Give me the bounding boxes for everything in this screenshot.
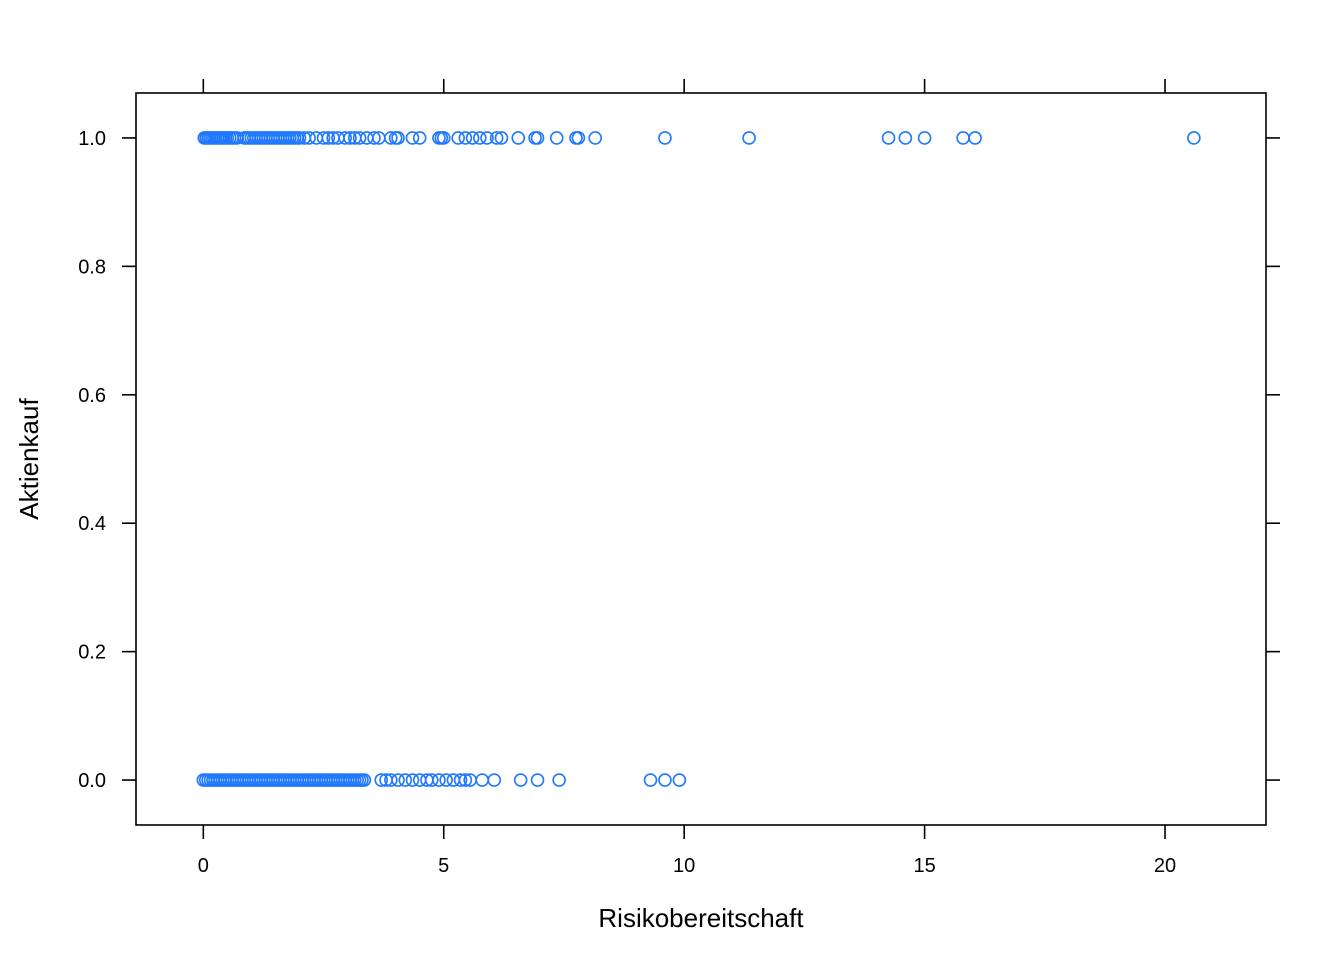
data-point xyxy=(968,131,982,145)
plot-frame xyxy=(135,92,1267,826)
data-point xyxy=(530,773,545,787)
data-point xyxy=(571,131,586,145)
data-point xyxy=(405,131,420,145)
data-point xyxy=(453,773,468,787)
data-point xyxy=(511,131,526,145)
data-point xyxy=(398,773,413,787)
data-point xyxy=(384,131,398,145)
data-point xyxy=(338,131,352,145)
data-point xyxy=(487,773,502,787)
data-point xyxy=(357,773,372,787)
data-point xyxy=(451,131,465,145)
data-point xyxy=(658,131,672,145)
data-point xyxy=(374,773,389,787)
data-point xyxy=(424,773,439,787)
data-point xyxy=(436,131,451,145)
data-point xyxy=(316,131,331,145)
y-axis-title: Aktienkauf xyxy=(14,398,44,520)
data-point xyxy=(391,131,405,145)
data-point xyxy=(588,131,603,145)
data-point xyxy=(343,131,357,145)
data-point xyxy=(367,131,381,145)
x-tick-label: 5 xyxy=(438,855,449,877)
data-point xyxy=(475,773,490,787)
x-tick-label: 10 xyxy=(673,855,695,877)
data-point xyxy=(881,131,896,145)
y-tick-label: 0.2 xyxy=(78,642,106,664)
data-point xyxy=(549,131,564,145)
data-point xyxy=(432,773,446,787)
data-point xyxy=(439,773,453,787)
data-point xyxy=(446,773,461,787)
data-point xyxy=(321,131,336,145)
data-point xyxy=(742,131,756,145)
data-point xyxy=(473,131,487,145)
data-point xyxy=(465,131,480,145)
data-point xyxy=(412,773,427,787)
data-point xyxy=(352,131,367,145)
data-point xyxy=(292,131,307,145)
data-point xyxy=(384,773,398,787)
y-tick-label: 0.0 xyxy=(78,770,106,792)
data-point xyxy=(494,131,509,145)
data-point xyxy=(405,773,420,787)
data-point xyxy=(530,131,545,145)
x-tick-label: 0 xyxy=(198,855,209,877)
x-tick-label: 15 xyxy=(913,855,935,877)
data-point xyxy=(956,131,970,145)
y-tick-label: 1.0 xyxy=(78,128,106,150)
data-point xyxy=(412,131,427,145)
y-tick-label: 0.4 xyxy=(78,513,106,535)
x-axis: 0 5 10 15 20 xyxy=(198,79,1176,877)
data-point xyxy=(513,773,528,787)
data-point xyxy=(309,131,324,145)
data-point xyxy=(489,131,504,145)
data-point xyxy=(672,773,687,787)
data-point xyxy=(917,131,932,145)
data-point xyxy=(643,773,658,787)
data-point xyxy=(1187,131,1201,145)
data-point xyxy=(480,131,494,145)
data-point xyxy=(391,773,405,787)
data-point xyxy=(458,131,473,145)
x-axis-title: Risikobereitschaft xyxy=(598,903,804,933)
data-point xyxy=(360,131,374,145)
y-tick-label: 0.6 xyxy=(78,385,106,407)
y-axis: 0.0 0.2 0.4 0.6 0.8 1.0 xyxy=(78,128,1280,792)
data-point xyxy=(458,773,473,787)
y-tick-label: 0.8 xyxy=(78,256,106,278)
data-point xyxy=(658,773,672,787)
x-tick-label: 20 xyxy=(1154,855,1176,877)
data-points xyxy=(196,131,1201,787)
data-point xyxy=(898,131,913,145)
data-point xyxy=(302,131,316,145)
data-point xyxy=(552,773,566,787)
